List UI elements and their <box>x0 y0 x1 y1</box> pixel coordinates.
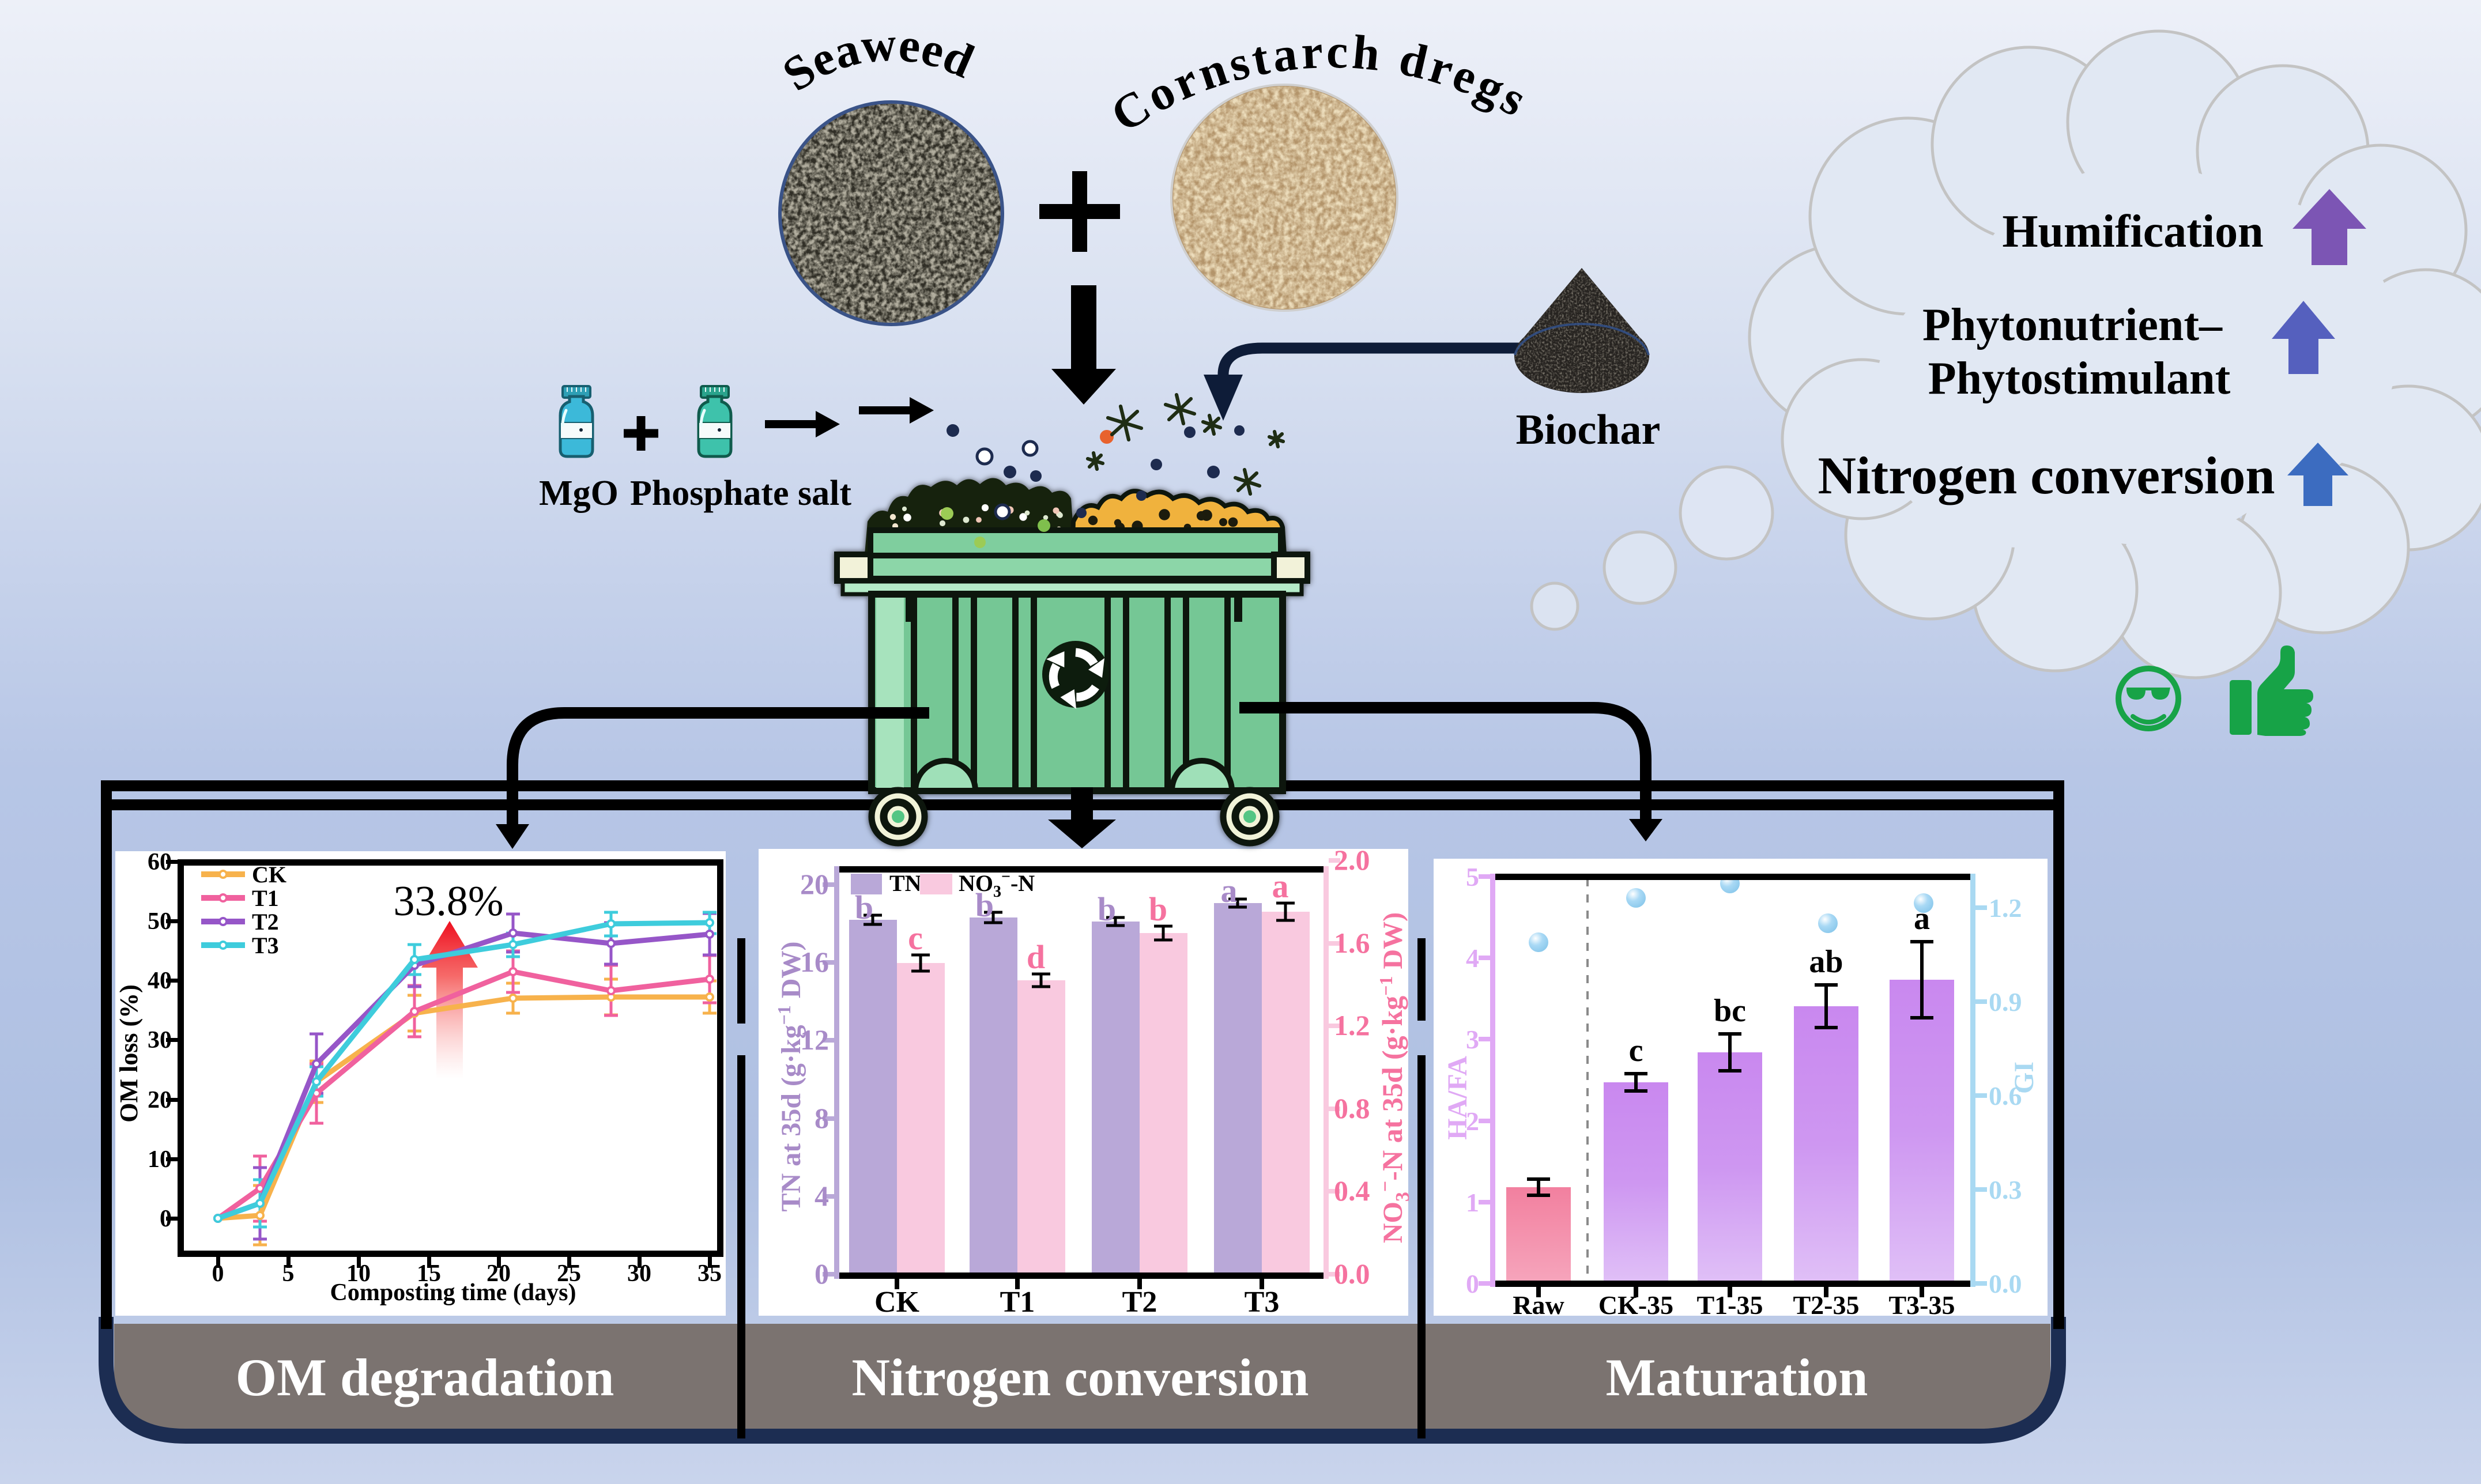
svg-text:30: 30 <box>148 1027 172 1053</box>
svg-text:T2-35: T2-35 <box>1793 1290 1860 1320</box>
svg-text:GI: GI <box>2009 1062 2039 1094</box>
svg-text:0.9: 0.9 <box>1989 987 2022 1017</box>
svg-text:15: 15 <box>417 1260 441 1287</box>
svg-text:MgO: MgO <box>539 474 619 513</box>
svg-text:Phytostimulant: Phytostimulant <box>1928 353 2231 404</box>
svg-text:TN: TN <box>889 870 922 896</box>
svg-text:b: b <box>855 889 873 926</box>
svg-text:5: 5 <box>1466 862 1479 892</box>
svg-text:1.2: 1.2 <box>1989 893 2022 923</box>
svg-text:60: 60 <box>148 849 172 875</box>
svg-text:Nitrogen conversion: Nitrogen conversion <box>851 1348 1309 1407</box>
svg-text:4: 4 <box>815 1180 829 1212</box>
svg-text:20: 20 <box>800 868 829 900</box>
svg-text:0: 0 <box>212 1260 224 1287</box>
svg-text:b: b <box>975 886 994 924</box>
svg-text:1.2: 1.2 <box>1334 1009 1370 1041</box>
svg-text:T2: T2 <box>1122 1286 1157 1319</box>
svg-text:Maturation: Maturation <box>1606 1348 1868 1407</box>
svg-text:12: 12 <box>800 1024 829 1056</box>
svg-text:ab: ab <box>1809 944 1843 980</box>
svg-text:Phytonutrient–: Phytonutrient– <box>1922 300 2223 350</box>
svg-text:20: 20 <box>487 1260 511 1287</box>
svg-text:d: d <box>1027 938 1045 976</box>
svg-text:2: 2 <box>1466 1107 1479 1136</box>
svg-text:Phosphate salt: Phosphate salt <box>630 474 851 513</box>
svg-text:0: 0 <box>1466 1269 1479 1298</box>
svg-text:1.6: 1.6 <box>1334 927 1370 959</box>
svg-text:T3-35: T3-35 <box>1889 1290 1955 1320</box>
svg-text:a: a <box>1272 867 1289 905</box>
svg-text:0.3: 0.3 <box>1989 1175 2022 1204</box>
svg-text:CK: CK <box>874 1286 920 1319</box>
svg-text:50: 50 <box>148 908 172 935</box>
svg-text:0.0: 0.0 <box>1989 1269 2022 1298</box>
svg-text:OM loss (%): OM loss (%) <box>115 984 143 1123</box>
svg-text:T1-35: T1-35 <box>1697 1290 1763 1320</box>
svg-text:T1: T1 <box>252 885 279 911</box>
svg-text:5: 5 <box>282 1260 295 1287</box>
svg-text:20: 20 <box>148 1087 172 1113</box>
svg-text:33.8%: 33.8% <box>393 878 503 925</box>
svg-text:0: 0 <box>815 1258 829 1290</box>
svg-text:35: 35 <box>697 1260 722 1287</box>
svg-text:2.0: 2.0 <box>1334 844 1370 876</box>
svg-text:30: 30 <box>627 1260 651 1287</box>
svg-text:8: 8 <box>815 1102 829 1134</box>
svg-text:3: 3 <box>1466 1025 1479 1054</box>
svg-text:Biochar: Biochar <box>1516 406 1661 454</box>
svg-text:bc: bc <box>1714 993 1746 1029</box>
svg-text:HA/FA: HA/FA <box>1442 1056 1473 1140</box>
svg-text:0.6: 0.6 <box>1989 1081 2022 1111</box>
svg-text:Composting time (days): Composting time (days) <box>330 1279 576 1306</box>
svg-text:TN at 35d (g·kg−1 DW): TN at 35d (g·kg−1 DW) <box>774 942 806 1212</box>
svg-text:NO3−-N at 35d (g·kg−1 DW): NO3−-N at 35d (g·kg−1 DW) <box>1375 912 1413 1243</box>
svg-text:10: 10 <box>148 1146 172 1173</box>
svg-text:T1: T1 <box>1000 1286 1035 1319</box>
svg-text:25: 25 <box>557 1260 581 1287</box>
svg-text:Nitrogen conversion: Nitrogen conversion <box>1818 446 2275 505</box>
svg-text:0.8: 0.8 <box>1334 1092 1370 1124</box>
svg-text:16: 16 <box>800 946 829 978</box>
svg-text:Raw: Raw <box>1513 1290 1564 1320</box>
svg-text:c: c <box>1629 1033 1643 1068</box>
svg-text:0.0: 0.0 <box>1334 1258 1370 1290</box>
svg-text:T3: T3 <box>1245 1286 1280 1319</box>
svg-text:0: 0 <box>160 1206 172 1232</box>
svg-text:Humification: Humification <box>2002 206 2263 257</box>
svg-text:4: 4 <box>1466 943 1479 973</box>
svg-text:CK-35: CK-35 <box>1598 1290 1673 1320</box>
svg-text:T3: T3 <box>252 932 279 958</box>
svg-text:a: a <box>1221 872 1238 909</box>
svg-text:b: b <box>1149 890 1167 928</box>
svg-text:1: 1 <box>1466 1188 1479 1217</box>
svg-text:OM degradation: OM degradation <box>236 1348 614 1407</box>
svg-text:c: c <box>908 919 923 957</box>
svg-text:10: 10 <box>346 1260 371 1287</box>
svg-text:b: b <box>1098 890 1116 928</box>
svg-text:40: 40 <box>148 968 172 994</box>
svg-text:CK: CK <box>252 862 286 888</box>
svg-text:0.4: 0.4 <box>1334 1175 1370 1207</box>
svg-text:T2: T2 <box>252 909 279 935</box>
